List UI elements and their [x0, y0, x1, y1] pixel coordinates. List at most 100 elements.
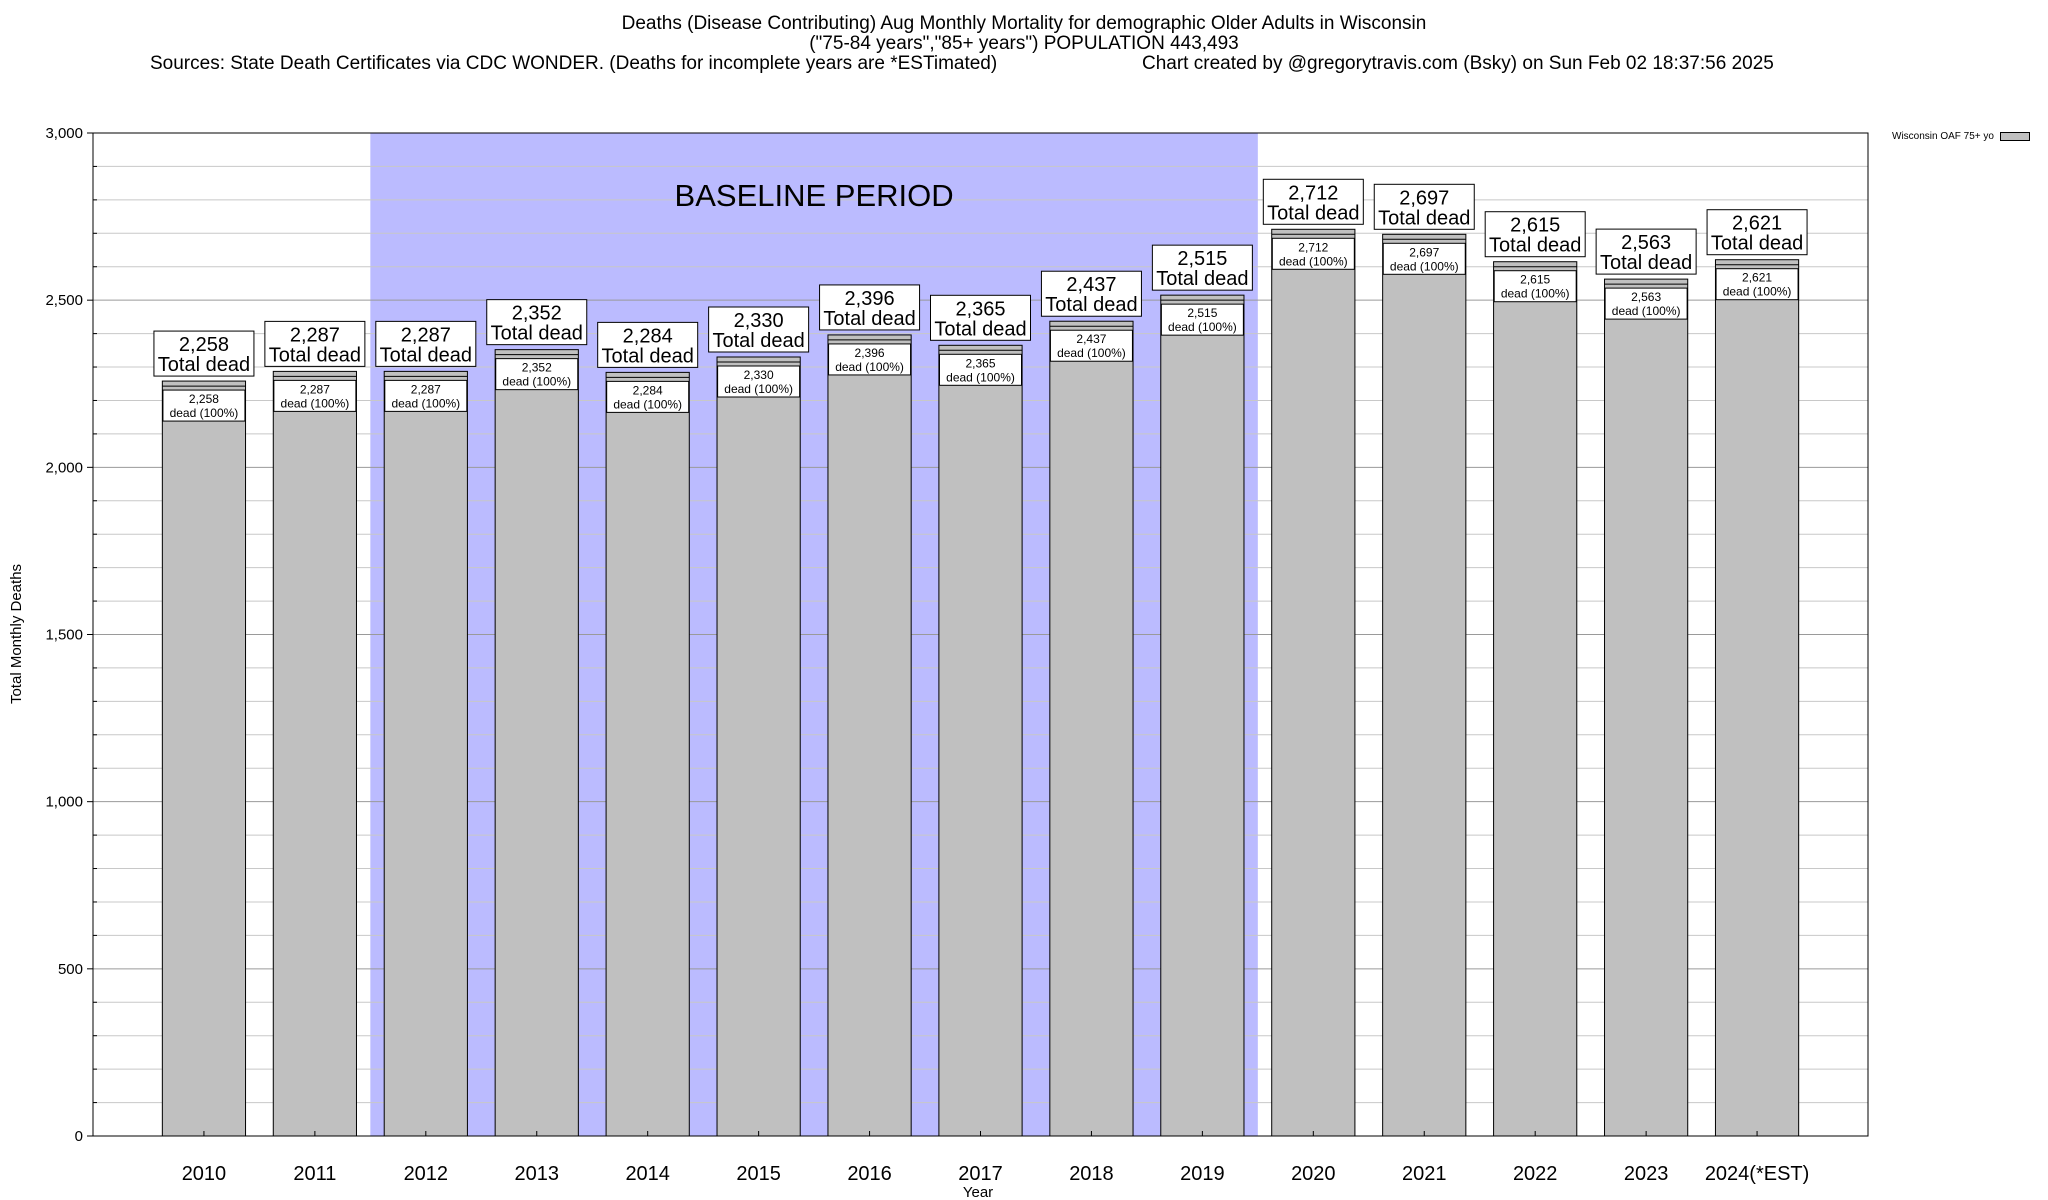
bar-inner-suffix: dead (100%)	[724, 382, 793, 396]
bar	[1714, 259, 1800, 1137]
bar-inner-label-box	[606, 380, 690, 413]
bar	[1493, 261, 1578, 1137]
bar-inner-label-box	[828, 343, 912, 376]
bar-inner-value: 2,287	[411, 382, 441, 396]
x-tick-label: 2019	[1180, 1163, 1225, 1185]
bar-inner-suffix: dead (100%)	[1279, 254, 1348, 268]
bar-top-suffix: Total dead	[380, 344, 472, 366]
bar-inner-suffix: dead (100%)	[1501, 287, 1570, 301]
bar-inner-suffix: dead (100%)	[1057, 346, 1126, 360]
bar	[605, 371, 690, 1137]
bar-top-label-box	[708, 306, 810, 353]
bar-inner-suffix: dead (100%)	[502, 375, 571, 389]
bar-inner-label-box	[495, 358, 579, 391]
bar-inner-value: 2,697	[1409, 245, 1439, 259]
bar-inner-suffix: dead (100%)	[946, 370, 1015, 384]
bar	[161, 380, 247, 1137]
bar-top-value: 2,697	[1399, 187, 1449, 209]
x-tick-label: 2010	[182, 1163, 227, 1185]
bar-inner-value: 2,284	[633, 383, 663, 397]
bar-inner-label-box	[1715, 268, 1799, 301]
bar-top-value: 2,712	[1288, 182, 1338, 204]
bar-inner-value: 2,287	[300, 382, 330, 396]
bar-top-label-box	[486, 299, 588, 346]
x-tick-label: 2013	[515, 1163, 560, 1185]
bar-top-suffix: Total dead	[1156, 268, 1248, 290]
bar	[383, 370, 468, 1137]
bar-inner-label-box	[1160, 303, 1244, 336]
bar-inner-suffix: dead (100%)	[281, 396, 350, 410]
bar-inner-label-box	[1382, 242, 1466, 275]
bar-inner-value: 2,563	[1631, 290, 1661, 304]
y-tick-label: 2,500	[45, 292, 83, 309]
bar-inner-value: 2,437	[1076, 332, 1106, 346]
bar	[1049, 320, 1134, 1137]
bar-inner-suffix: dead (100%)	[391, 396, 460, 410]
y-axis-label: Total Monthly Deaths	[8, 564, 25, 704]
bar-top-value: 2,352	[512, 303, 562, 325]
bar-top-suffix: Total dead	[823, 308, 915, 330]
bar-inner-value: 2,396	[855, 346, 885, 360]
bar-inner-label-box	[1493, 270, 1577, 303]
bar-inner-suffix: dead (100%)	[613, 397, 682, 411]
bar-top-suffix: Total dead	[269, 344, 361, 366]
y-tick-label: 500	[58, 961, 83, 978]
bar-top-label-box	[1595, 228, 1697, 275]
x-tick-label: 2015	[736, 1163, 781, 1185]
bar-inner-suffix: dead (100%)	[1390, 259, 1459, 273]
bar-top-value: 2,621	[1732, 213, 1782, 235]
bar-top-label-box	[597, 321, 699, 368]
bar-top-value: 2,330	[734, 310, 784, 332]
bar-top-suffix: Total dead	[1489, 235, 1581, 257]
bar-top-suffix: Total dead	[158, 354, 250, 376]
bar-top-label-box	[1151, 244, 1253, 291]
bar-inner-value: 2,615	[1520, 273, 1550, 287]
bar-top-value: 2,287	[290, 324, 340, 346]
y-tick-label: 2,000	[45, 459, 83, 476]
bar-top-suffix: Total dead	[1267, 202, 1359, 224]
bar-top-value: 2,365	[955, 298, 1005, 320]
bar	[1160, 294, 1245, 1137]
bar-top-label-box	[1484, 211, 1586, 258]
bar-top-value: 2,284	[623, 325, 673, 347]
legend-swatch	[1999, 132, 2030, 141]
bar-top-label-box	[819, 284, 921, 331]
y-tick-label: 3,000	[45, 125, 83, 142]
legend-label: Wisconsin OAF 75+ yo	[1892, 131, 1994, 142]
chart-title: Deaths (Disease Contributing) Aug Monthl…	[621, 13, 1427, 34]
bar-top-label-box	[1706, 209, 1808, 256]
bar	[1271, 228, 1356, 1137]
bar-inner-value: 2,258	[189, 392, 219, 406]
bar-top-suffix: Total dead	[1600, 252, 1692, 274]
bar-inner-label-box	[273, 379, 357, 412]
bar-inner-value: 2,515	[1187, 306, 1217, 320]
bar	[1604, 278, 1689, 1137]
x-tick-label: 2011	[293, 1163, 336, 1185]
bar-inner-suffix: dead (100%)	[1168, 320, 1237, 334]
baseline-period-label: BASELINE PERIOD	[675, 178, 954, 213]
x-tick-label: 2021	[1402, 1163, 1447, 1185]
bar-top-label-box	[930, 294, 1031, 341]
bar-inner-label-box	[1604, 287, 1688, 320]
x-tick-label: 2022	[1513, 1163, 1558, 1185]
bar	[716, 356, 801, 1137]
bar-top-suffix: Total dead	[712, 330, 804, 352]
chart-legend: Wisconsin OAF 75+ yo	[1892, 131, 2030, 142]
x-tick-label: 2014	[625, 1163, 670, 1185]
bar-inner-value: 2,712	[1298, 240, 1328, 254]
bar-top-label-box	[1040, 270, 1142, 317]
bar-inner-value: 2,352	[522, 361, 552, 375]
bar-inner-label-box	[1049, 329, 1133, 362]
bar-top-suffix: Total dead	[1711, 233, 1803, 255]
bar-top-suffix: Total dead	[1045, 294, 1137, 316]
bar-top-label-box	[264, 320, 366, 367]
x-tick-label: 2018	[1069, 1163, 1114, 1185]
bar-top-label-box	[1373, 183, 1475, 230]
x-tick-label: 2012	[404, 1163, 449, 1185]
bar-inner-label-box	[939, 353, 1022, 386]
bar-top-value: 2,258	[179, 334, 229, 356]
chart-sources: Sources: State Death Certificates via CD…	[150, 53, 998, 74]
chart-credit: Chart created by @gregorytravis.com (Bsk…	[1142, 53, 1774, 74]
bar-top-value: 2,396	[845, 288, 895, 310]
